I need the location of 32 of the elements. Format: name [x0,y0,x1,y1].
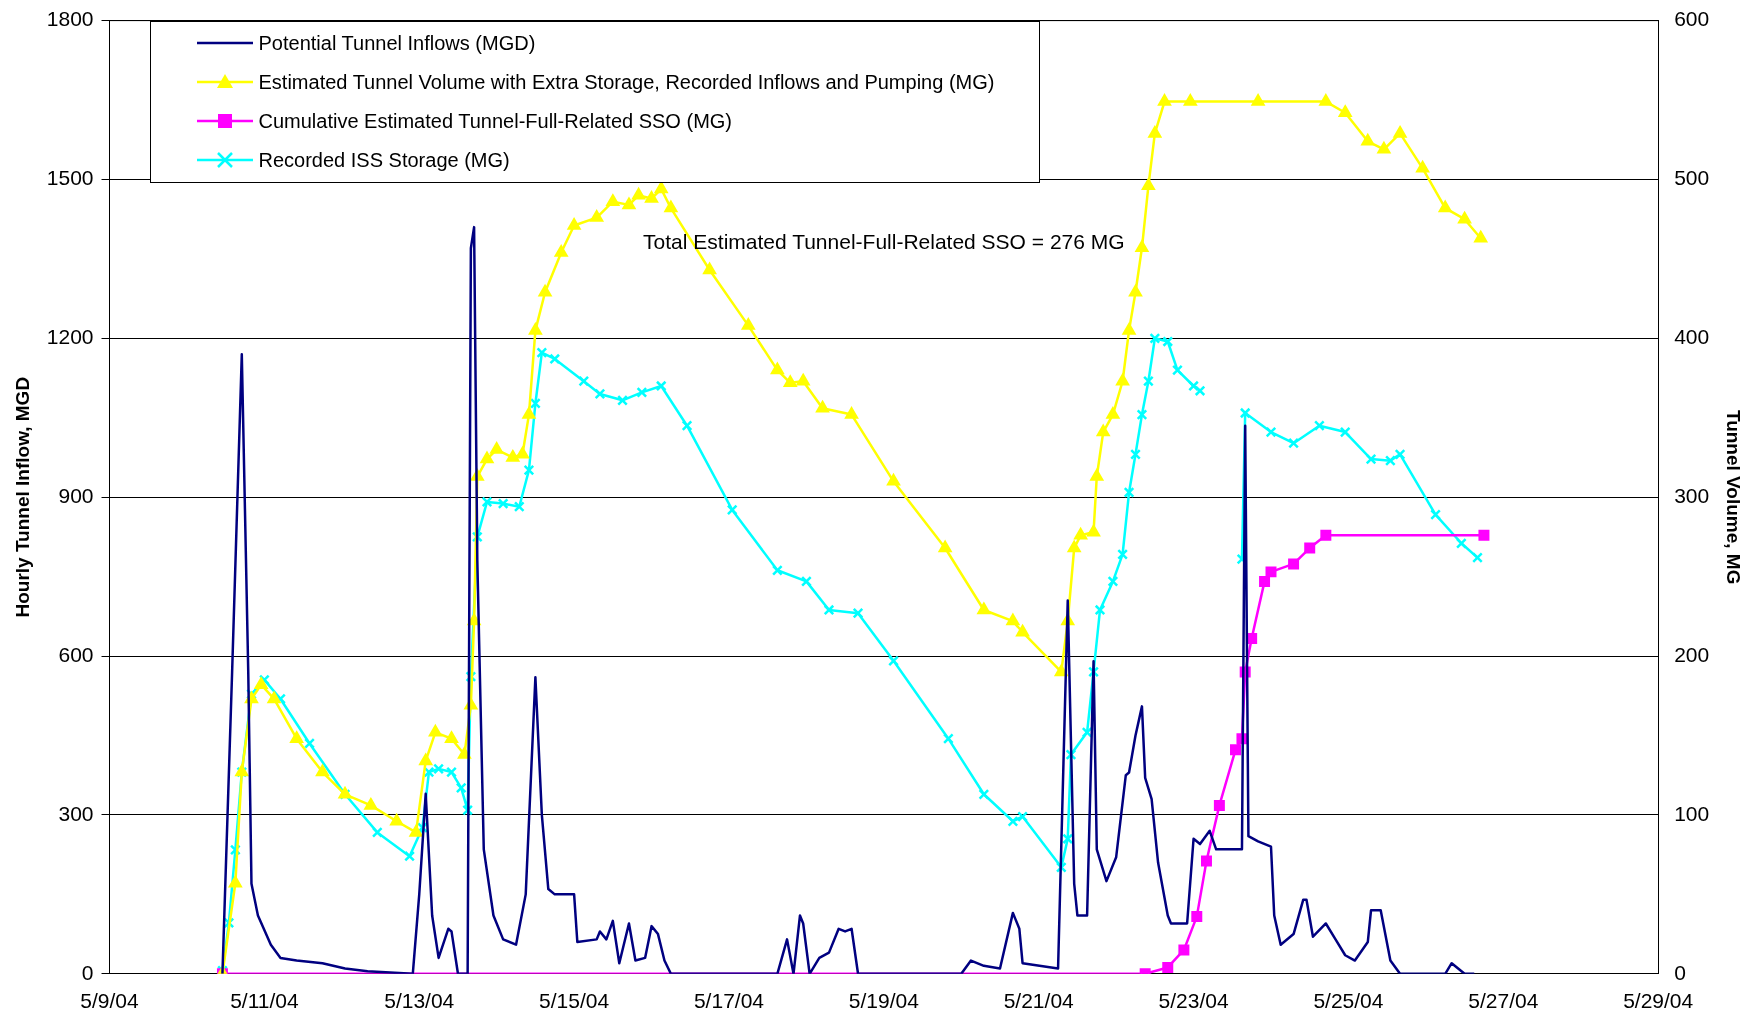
x-tick-label: 5/17/04 [693,989,765,1013]
y-tick-label: 600 [58,642,94,666]
y2-tick-label: 0 [1674,960,1686,984]
x-tick-label: 5/13/04 [384,989,455,1013]
y-tick-label: 300 [58,801,94,825]
x-tick-label: 5/25/04 [1313,989,1384,1013]
y2-tick-label: 300 [1674,484,1710,507]
y2-axis-title: Tunnel Volume, MG [1723,409,1745,585]
x-tick-label: 5/21/04 [1003,989,1075,1013]
x-tick-label: 5/23/04 [1158,989,1229,1013]
annotation: Total Estimated Tunnel-Full-Related SSO = 276 MG [643,230,1125,254]
x-tick-label: 5/19/04 [848,989,920,1013]
y2-tick-label: 200 [1674,642,1710,666]
y2-tick-label: 100 [1674,801,1710,825]
legend-label: Cumulative Estimated Tunnel-Full-Related SSO (MG) [258,109,733,133]
legend-label: Potential Tunnel Inflows (MGD) [258,31,536,55]
legend-label: Estimated Tunnel Volume with Extra Storage, Recorded Inflows and Pumping (MG) [258,70,995,94]
y-tick-label: 0 [81,960,94,984]
x-tick-label: 5/27/04 [1468,989,1539,1013]
x-tick-label: 5/9/04 [80,989,140,1013]
y-tick-label: 900 [58,484,94,507]
x-tick-label: 5/29/04 [1623,989,1694,1013]
y2-tick-label: 500 [1674,166,1710,190]
y-tick-label: 1800 [46,7,94,31]
y-axis-title: Hourly Tunnel Inflow, MGD [11,376,33,618]
y2-tick-label: 400 [1674,325,1710,349]
x-tick-label: 5/11/04 [230,989,299,1013]
y-tick-label: 1200 [46,325,94,349]
legend-label: Recorded ISS Storage (MG) [258,148,510,172]
x-tick-label: 5/15/04 [539,989,610,1013]
y2-tick-label: 600 [1674,7,1710,31]
y-tick-label: 1500 [46,166,94,190]
